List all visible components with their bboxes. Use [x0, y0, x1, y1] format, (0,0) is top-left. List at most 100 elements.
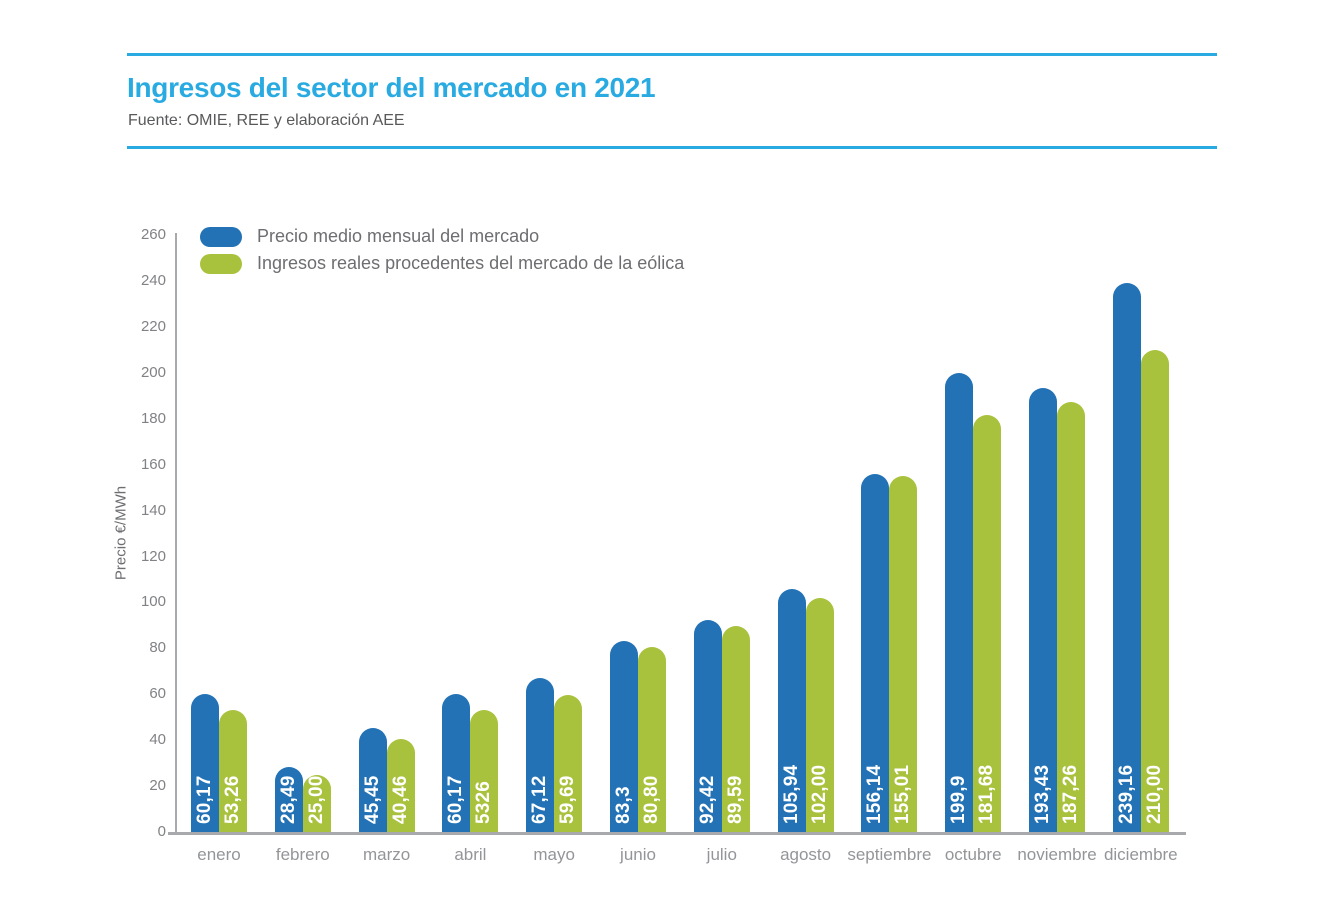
bar-precio-noviembre: 193,43 — [1029, 387, 1057, 832]
legend-item-ingresos: Ingresos reales procedentes del mercado … — [200, 253, 684, 274]
x-axis-labels: enero febrero marzo abril mayo junio julio agos… — [177, 845, 1185, 871]
plot-area: 60,17 53,26 28,49 25,00 45,45 40,46 60,17 5326 6… — [177, 235, 1185, 832]
x-axis-label-mayo: mayo — [533, 845, 575, 864]
bar-precio-julio: 92,42 — [693, 619, 722, 832]
x-axis-label-noviembre: noviembre — [1017, 845, 1097, 864]
bar-group-diciembre: 239,16 210,00 — [1112, 282, 1169, 832]
x-axis-label-enero: enero — [197, 845, 241, 864]
y-axis-ticks: 0 20 40 60 80 100 120 140 160 180 200 220 240 260 — [90, 226, 166, 840]
bar-precio-septiembre: 156,14 — [861, 473, 890, 832]
bar-precio-abril: 60,17 — [442, 693, 471, 832]
bar-ingresos-diciembre: 210,00 — [1140, 349, 1169, 832]
y-tick-120: 120 — [140, 547, 166, 565]
header-rule-top — [127, 53, 1217, 56]
bar-ingresos-septiembre: 155,01 — [889, 476, 918, 832]
legend-swatch-blue-icon — [200, 226, 242, 247]
source-note: Fuente: OMIE, REE y elaboración AEE — [128, 112, 405, 129]
y-tick-260: 260 — [140, 226, 166, 243]
y-tick-100: 100 — [140, 593, 166, 611]
y-tick-180: 180 — [140, 409, 166, 427]
bar-value-label: 60,17 — [194, 775, 215, 824]
bar-value-label: 25,00 — [305, 775, 327, 824]
bar-value-label: 59,69 — [557, 775, 579, 824]
y-tick-0: 0 — [157, 823, 166, 840]
y-tick-40: 40 — [149, 731, 166, 749]
bar-group-septiembre: 156,14 155,01 — [861, 473, 918, 832]
y-tick-60: 60 — [149, 685, 166, 703]
x-axis-label-agosto: agosto — [780, 845, 832, 864]
header-rule-bottom — [127, 146, 1217, 149]
bar-ingresos-noviembre: 187,26 — [1057, 402, 1085, 832]
x-axis-label-marzo: marzo — [362, 845, 411, 864]
bar-value-label: 199,9 — [948, 775, 970, 824]
bar-value-label: 210,00 — [1143, 764, 1165, 824]
legend-swatch-green-icon — [200, 253, 242, 274]
bar-value-label: 187,26 — [1060, 764, 1081, 824]
bar-group-octubre: 199,9 181,68 — [945, 373, 1002, 832]
bar-ingresos-octubre: 181,68 — [973, 414, 1002, 832]
bar-value-label: 5326 — [473, 780, 495, 824]
bar-group-julio: 92,42 89,59 — [693, 619, 750, 832]
bar-ingresos-agosto: 102,00 — [805, 597, 834, 832]
legend-label-ingresos: Ingresos reales procedentes del mercado … — [257, 253, 685, 273]
bar-group-noviembre: 193,43 187,26 — [1029, 387, 1085, 832]
bar-group-junio: 83,3 80,80 — [610, 640, 666, 832]
bar-value-label: 105,94 — [780, 764, 802, 824]
bar-value-label: 83,3 — [613, 786, 634, 824]
bar-ingresos-julio: 89,59 — [721, 626, 750, 832]
y-tick-140: 140 — [140, 501, 166, 519]
legend-item-precio: Precio medio mensual del mercado — [200, 226, 684, 247]
bar-group-febrero: 28,49 25,00 — [274, 766, 331, 832]
bar-precio-mayo: 67,12 — [526, 677, 555, 832]
bar-value-label: 156,14 — [864, 764, 886, 824]
bar-value-label: 28,49 — [277, 775, 299, 824]
bar-ingresos-abril: 5326 — [470, 709, 499, 832]
legend: Precio medio mensual del mercado Ingreso… — [200, 226, 684, 280]
x-axis-label-diciembre: diciembre — [1103, 845, 1178, 864]
x-axis-label-octubre: octubre — [944, 845, 1002, 864]
y-axis-line — [175, 233, 177, 832]
page-title: Ingresos del sector del mercado en 2021 — [127, 72, 656, 103]
bar-ingresos-junio: 80,80 — [638, 646, 666, 832]
bar-precio-junio: 83,3 — [610, 640, 638, 832]
x-axis-label-febrero: febrero — [275, 845, 330, 864]
bar-value-label: 181,68 — [976, 764, 998, 824]
bar-value-label: 239,16 — [1115, 764, 1137, 824]
bar-group-marzo: 45,45 40,46 — [358, 727, 415, 832]
bar-precio-marzo: 45,45 — [358, 727, 387, 832]
bar-value-label: 80,80 — [641, 775, 662, 824]
bar-ingresos-febrero: 25,00 — [302, 774, 331, 832]
bar-value-label: 40,46 — [389, 775, 411, 824]
bar-precio-enero: 60,17 — [191, 693, 219, 832]
bar-value-label: 67,12 — [529, 775, 551, 824]
x-axis-label-julio: julio — [706, 845, 737, 864]
x-axis-label-abril: abril — [454, 845, 487, 864]
y-tick-160: 160 — [140, 455, 166, 473]
bar-value-label: 45,45 — [361, 775, 383, 824]
bar-value-label: 92,42 — [696, 775, 718, 824]
bar-group-mayo: 67,12 59,69 — [526, 677, 583, 832]
bar-precio-diciembre: 239,16 — [1112, 282, 1141, 832]
y-tick-200: 200 — [140, 363, 166, 381]
y-tick-20: 20 — [149, 777, 166, 795]
y-tick-240: 240 — [140, 271, 166, 289]
bar-precio-agosto: 105,94 — [777, 588, 806, 832]
bar-ingresos-marzo: 40,46 — [386, 739, 415, 832]
bar-ingresos-mayo: 59,69 — [554, 694, 583, 832]
y-tick-220: 220 — [140, 317, 166, 335]
bar-group-agosto: 105,94 102,00 — [777, 588, 834, 832]
bar-value-label: 53,26 — [222, 775, 243, 824]
bar-value-label: 102,00 — [808, 764, 830, 824]
bar-group-enero: 60,17 53,26 — [191, 693, 247, 832]
legend-label-precio: Precio medio mensual del mercado — [257, 226, 540, 246]
bar-group-abril: 60,17 5326 — [442, 693, 499, 832]
bar-precio-febrero: 28,49 — [274, 766, 303, 832]
x-axis-label-junio: junio — [620, 845, 656, 864]
x-axis-line — [168, 832, 1186, 835]
bar-precio-octubre: 199,9 — [945, 373, 974, 832]
y-tick-80: 80 — [149, 639, 166, 657]
x-axis-label-septiembre: septiembre — [847, 845, 932, 864]
bar-ingresos-enero: 53,26 — [219, 709, 247, 832]
bar-value-label: 155,01 — [892, 764, 914, 824]
